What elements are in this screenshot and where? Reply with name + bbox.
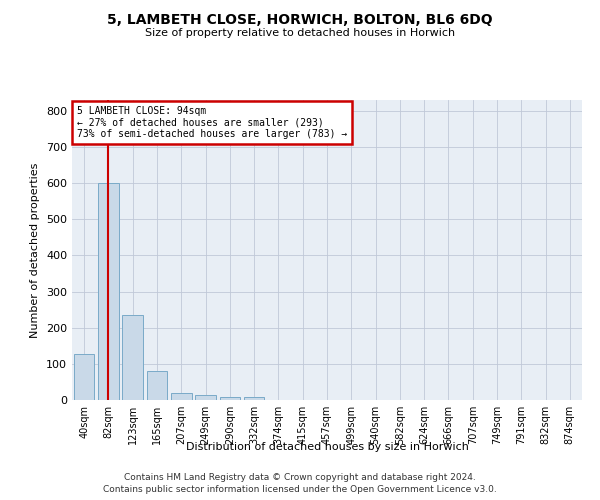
Text: Distribution of detached houses by size in Horwich: Distribution of detached houses by size … [185, 442, 469, 452]
Y-axis label: Number of detached properties: Number of detached properties [31, 162, 40, 338]
Bar [171, 393, 191, 400]
Bar [74, 354, 94, 400]
Text: Contains HM Land Registry data © Crown copyright and database right 2024.: Contains HM Land Registry data © Crown c… [124, 472, 476, 482]
Text: Size of property relative to detached houses in Horwich: Size of property relative to detached ho… [145, 28, 455, 38]
Bar [146, 371, 167, 400]
Bar [98, 183, 119, 400]
Bar [122, 315, 143, 400]
Text: 5 LAMBETH CLOSE: 94sqm
← 27% of detached houses are smaller (293)
73% of semi-de: 5 LAMBETH CLOSE: 94sqm ← 27% of detached… [77, 106, 347, 139]
Text: Contains public sector information licensed under the Open Government Licence v3: Contains public sector information licen… [103, 485, 497, 494]
Bar [244, 396, 265, 400]
Bar [220, 396, 240, 400]
Bar [195, 396, 216, 400]
Text: 5, LAMBETH CLOSE, HORWICH, BOLTON, BL6 6DQ: 5, LAMBETH CLOSE, HORWICH, BOLTON, BL6 6… [107, 12, 493, 26]
